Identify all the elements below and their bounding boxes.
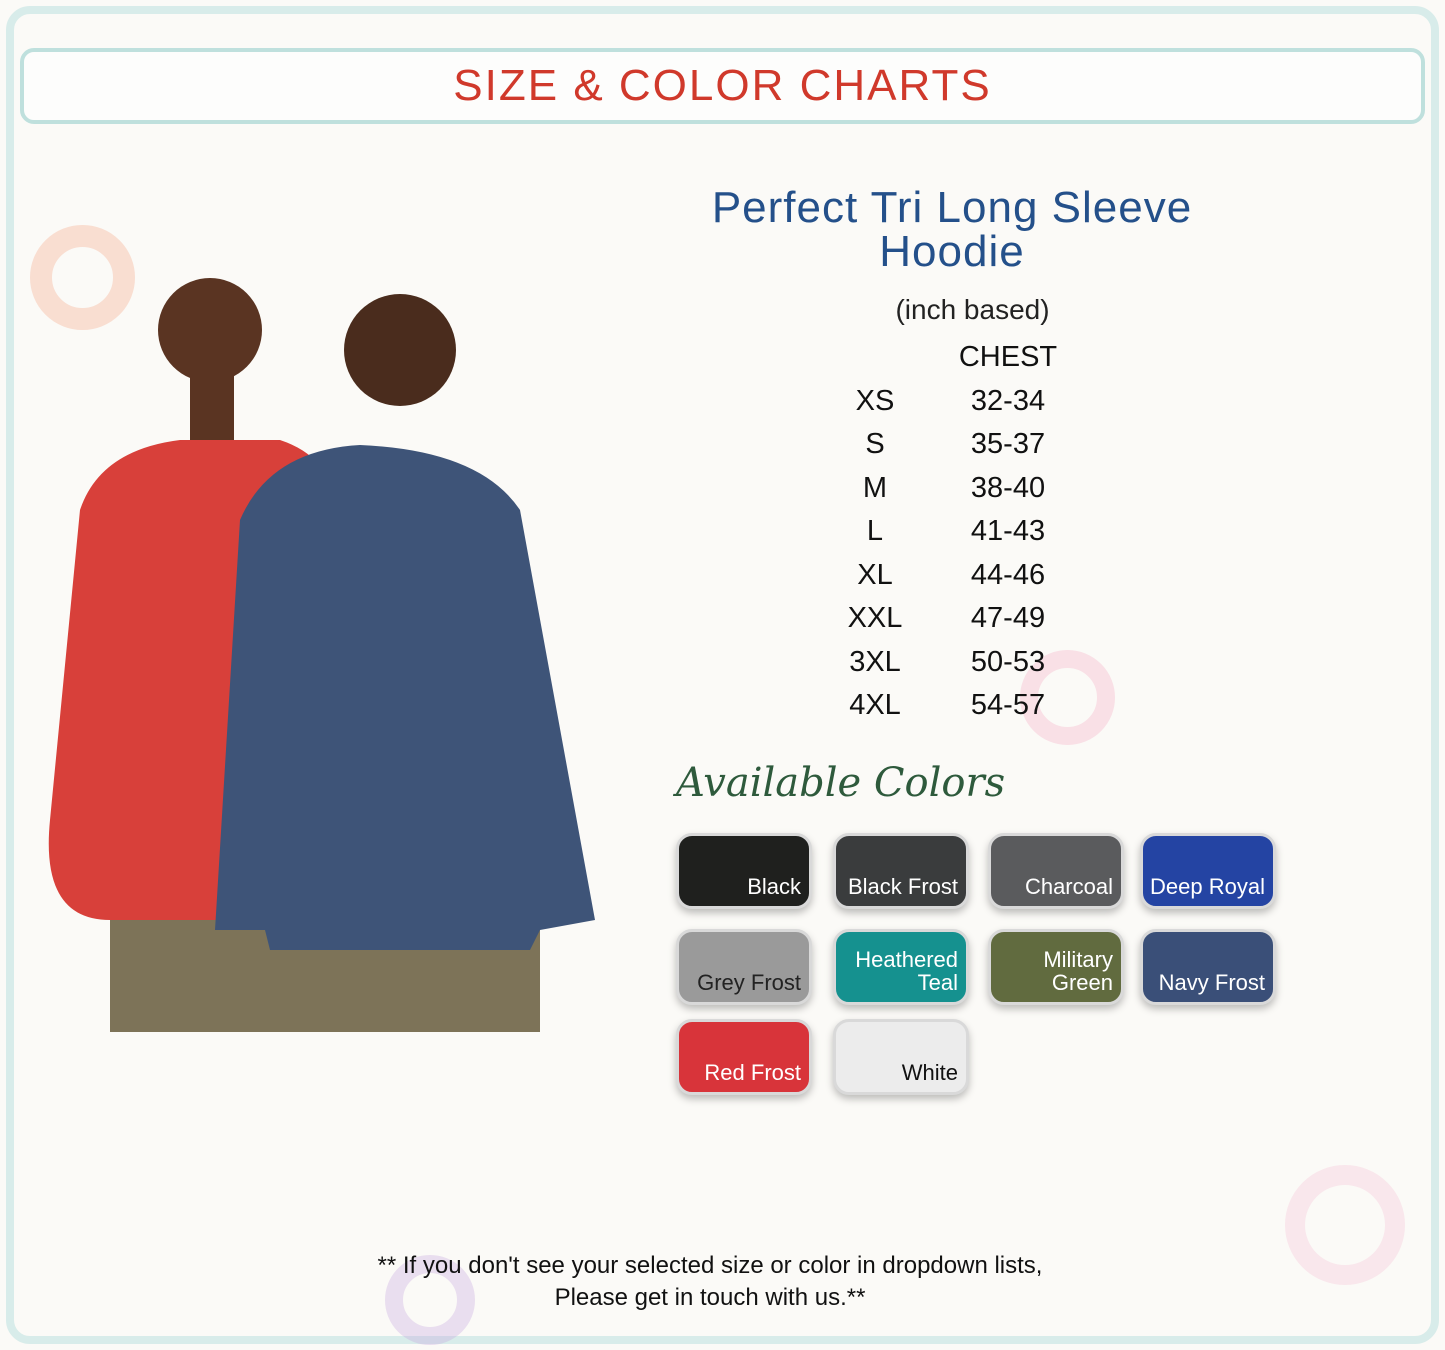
size-label: 4XL [849, 689, 901, 722]
footer-note: ** If you don't see your selected size o… [300, 1250, 1120, 1314]
size-row: M 38-40 [820, 467, 1078, 511]
decorative-circle [1285, 1165, 1405, 1285]
unit-note: (inch based) [895, 294, 1050, 325]
color-swatch-charcoal: Charcoal [988, 833, 1124, 909]
size-row: 4XL 54-57 [820, 684, 1078, 728]
color-swatch-black-frost: Black Frost [833, 833, 969, 909]
swatch-label: Military Green [1043, 947, 1113, 995]
swatch-label: Black Frost [847, 874, 958, 899]
size-row: S 35-37 [820, 423, 1078, 467]
page-title: SIZE & COLOR CHARTS [453, 61, 992, 110]
size-label: XS [855, 384, 895, 417]
size-row: XS 32-34 [820, 380, 1078, 424]
header-banner: SIZE & COLOR CHARTS [20, 48, 1425, 124]
size-label: S [865, 428, 885, 461]
size-table-header: CHEST [820, 336, 1078, 380]
color-swatch-red-frost: Red Frost [676, 1019, 812, 1095]
size-row: 3XL 50-53 [820, 641, 1078, 685]
swatch-label: Heathered Teal [855, 947, 958, 995]
swatch-label: Navy Frost [1158, 970, 1265, 995]
color-swatch-navy-frost: Navy Frost [1140, 929, 1276, 1005]
product-title: Perfect Tri Long Sleeve Hoodie [652, 186, 1252, 274]
color-swatch-grey-frost: Grey Frost [676, 929, 812, 1005]
swatch-label: Black [747, 874, 801, 899]
size-row: L 41-43 [820, 510, 1078, 554]
swatch-label: Grey Frost [697, 970, 801, 995]
size-row: XXL 47-49 [820, 597, 1078, 641]
color-swatch-heathered-teal: Heathered Teal [833, 929, 969, 1005]
swatch-label: Charcoal [1024, 874, 1113, 899]
model-right-head [344, 294, 456, 406]
swatch-label: White [901, 1060, 958, 1085]
chest-value: 47-49 [970, 602, 1046, 635]
product-title-line1: Perfect Tri Long Sleeve [711, 183, 1193, 232]
color-swatch-military-green: Military Green [988, 929, 1124, 1005]
chest-value: 35-37 [970, 428, 1046, 461]
size-label: 3XL [849, 645, 901, 678]
chest-value: 38-40 [970, 471, 1046, 504]
product-photo-models [48, 278, 595, 1032]
model-right-navy-hoodie [215, 445, 595, 950]
header-chest: CHEST [958, 341, 1058, 374]
color-swatch-deep-royal: Deep Royal [1140, 833, 1276, 909]
size-label: XXL [847, 602, 903, 635]
decorative-frame [6, 6, 1439, 1344]
color-swatch-black: Black [676, 833, 812, 909]
chest-value: 54-57 [970, 689, 1046, 722]
swatch-label: Deep Royal [1150, 874, 1265, 899]
chest-value: 50-53 [970, 645, 1046, 678]
available-colors-heading: Available Colors [676, 760, 1006, 806]
product-title-line2: Hoodie [879, 227, 1025, 276]
size-row: XL 44-46 [820, 554, 1078, 598]
size-label: L [866, 515, 884, 548]
color-swatch-white: White [833, 1019, 969, 1095]
size-label: XL [857, 558, 893, 591]
swatch-label: Red Frost [704, 1060, 801, 1085]
size-label: M [862, 471, 888, 504]
size-table: CHEST XS 32-34 S 35-37 M 38-40 L 41-43 XL 44-46 XX… [820, 336, 1078, 728]
chest-value: 32-34 [970, 384, 1046, 417]
chest-value: 44-46 [970, 558, 1046, 591]
model-left-head [158, 278, 262, 382]
chest-value: 41-43 [970, 515, 1046, 548]
footer-line2: Please get in touch with us.** [554, 1284, 866, 1311]
footer-line1: ** If you don't see your selected size o… [377, 1252, 1043, 1279]
